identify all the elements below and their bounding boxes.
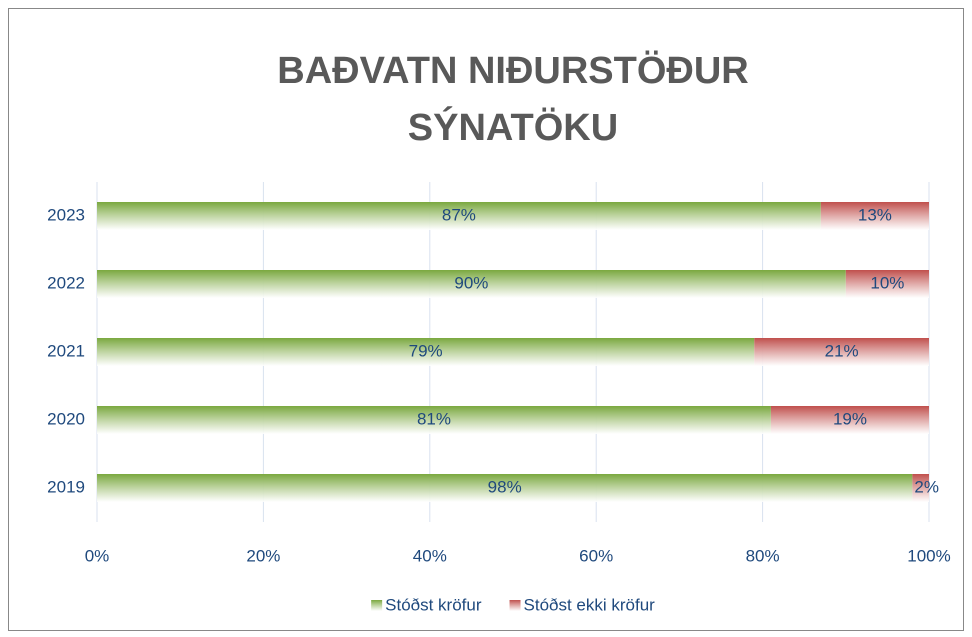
y-tick-label: 2021 — [47, 341, 85, 360]
bar-segment — [97, 474, 913, 502]
legend-label: Stóðst kröfur — [385, 595, 482, 614]
x-tick-label: 0% — [85, 546, 110, 565]
data-label: 79% — [409, 341, 443, 360]
legend-label: Stóðst ekki kröfur — [524, 595, 656, 614]
data-label: 2% — [914, 477, 939, 496]
data-label: 90% — [454, 273, 488, 292]
y-tick-label: 2020 — [47, 409, 85, 428]
y-tick-label: 2023 — [47, 205, 85, 224]
bar-segment — [97, 270, 846, 298]
data-label: 13% — [858, 205, 892, 224]
chart-title: SÝNATÖKU — [408, 105, 618, 149]
data-label: 98% — [488, 477, 522, 496]
data-label: 81% — [417, 409, 451, 428]
x-tick-label: 100% — [907, 546, 950, 565]
chart-border — [8, 8, 964, 631]
bar-segment — [770, 406, 929, 434]
bar-segment — [912, 474, 929, 502]
bar-segment — [754, 338, 929, 366]
x-tick-label: 20% — [246, 546, 280, 565]
y-tick-label: 2019 — [47, 477, 85, 496]
bar-segment — [845, 270, 929, 298]
bar-segment — [97, 338, 755, 366]
y-tick-label: 2022 — [47, 273, 85, 292]
legend-swatch — [371, 600, 383, 611]
bar-segment — [820, 202, 929, 230]
chart-title: BAÐVATN NIÐURSTÖÐUR — [277, 49, 748, 92]
x-tick-label: 80% — [746, 546, 780, 565]
data-label: 19% — [833, 409, 867, 428]
data-label: 21% — [825, 341, 859, 360]
bar-segment — [97, 406, 771, 434]
legend-swatch — [509, 600, 521, 611]
x-tick-label: 40% — [413, 546, 447, 565]
data-label: 87% — [442, 205, 476, 224]
data-label: 10% — [870, 273, 904, 292]
x-tick-label: 60% — [579, 546, 613, 565]
bar-segment — [97, 202, 821, 230]
